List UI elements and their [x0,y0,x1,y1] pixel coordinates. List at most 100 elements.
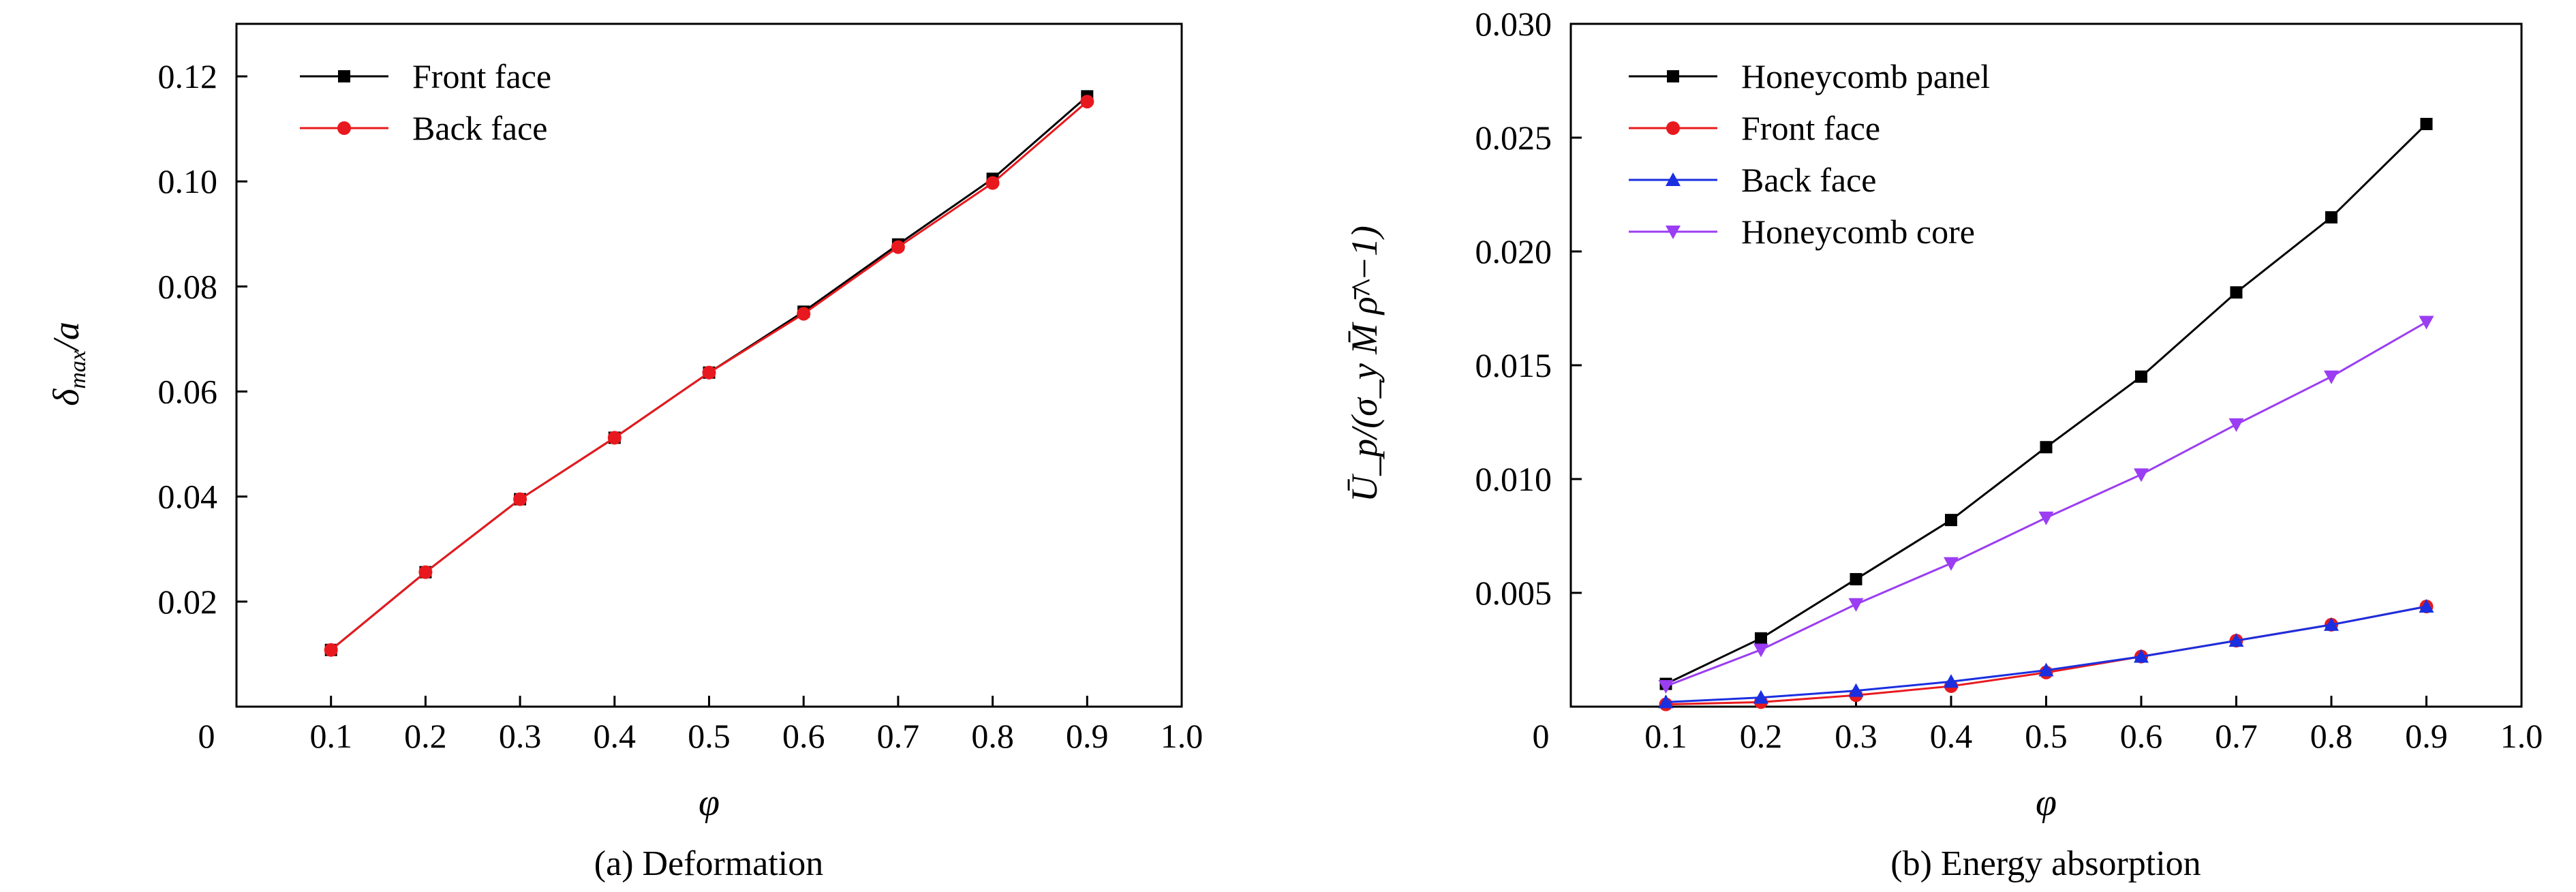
plot-frame [1569,22,2523,708]
y-tick-label: 0.12 [158,57,218,95]
data-point [2040,441,2053,454]
x-tick-label: 0.5 [2025,717,2068,755]
data-point [2135,370,2147,383]
data-point [2038,511,2054,525]
legend-item: Back face [300,109,547,147]
x-tick-label: 0.9 [1066,717,1109,755]
series-honeycomb-core [1658,316,2434,694]
series-front-face [1659,600,2434,711]
x-tick-label: 0.4 [594,717,637,755]
data-point [1848,598,1864,612]
x-tick-label: 1.0 [1161,717,1203,755]
data-point [1658,679,1674,694]
legend-label: Honeycomb core [1741,213,1975,251]
x-tick-label: 0.3 [1835,717,1877,755]
legend-label: Back face [1741,161,1876,199]
y-tick-label: 0.025 [1475,119,1552,157]
legend-item: Front face [300,57,551,95]
legend-marker [1667,70,1679,82]
legend-marker [338,70,350,82]
y-axis-label-rest: /a [46,322,87,352]
x-tick-label: 0.7 [877,717,920,755]
data-point [702,365,716,380]
y-axis-label: Ū_p/(σ_y M̄ ρ̄^−1) [1344,226,1385,502]
data-point [2134,468,2149,482]
x-tick-label: 0.9 [2405,717,2448,755]
data-point [797,307,811,321]
series-layer [1658,117,2434,711]
data-point [2324,370,2339,384]
series-back-face [1658,599,2434,709]
legend-item: Front face [1629,109,1880,147]
data-point [2419,599,2434,613]
y-axis-label-main: δ [46,388,87,406]
y-tick-label: 0.005 [1475,574,1552,612]
series-line [1665,321,2427,688]
data-point [513,492,527,506]
y-tick-label: 0.08 [158,267,218,305]
x-tick-label: 0.6 [782,717,825,755]
legend-item: Honeycomb core [1629,213,1975,251]
legend-marker [337,121,351,135]
data-point [2134,649,2149,663]
data-point [985,176,1000,190]
x-tick-label: 0.1 [309,717,352,755]
axes-frame [1569,22,2523,708]
legend: Front face Back face [300,57,551,147]
legend-label: Honeycomb panel [1741,57,1990,95]
data-point [2228,418,2244,432]
data-point [1753,690,1768,704]
x-tick-label: 0.2 [404,717,447,755]
x-tick-label: 0.1 [1644,717,1687,755]
data-point [2324,617,2339,631]
series-line [1665,123,2427,685]
y-axis-label: δmax/a [46,322,91,406]
x-tick-label: 1.0 [2500,717,2543,755]
data-point [1658,694,1674,709]
data-point [1850,572,1862,585]
x-tick-label: 0.5 [688,717,731,755]
data-point [418,565,433,579]
data-point [1944,557,1959,571]
series-back-face [324,95,1094,657]
x-tick-label: 0.3 [499,717,542,755]
data-point [324,643,338,657]
data-point [1944,674,1959,688]
data-point [2419,316,2434,330]
x-tick-labels: 0.1 0.2 0.3 0.4 0.5 0.6 0.7 0.8 0.9 1.0 [1644,717,2543,755]
legend-item: Honeycomb panel [1629,57,1990,95]
tick-marks [236,75,1183,707]
data-point [1945,514,1957,527]
y-tick-labels: 0.005 0.010 0.015 0.020 0.025 0.030 [1475,5,1552,612]
data-point [2325,211,2337,224]
x-axis-label: φ [699,782,720,824]
y-axis-label-sub: max [65,350,91,389]
data-point [1755,632,1767,645]
data-point [1848,683,1864,697]
y-tick-label: 0.020 [1475,232,1552,271]
caption-deformation: (a) Deformation [594,844,823,883]
x-tick-label: 0.6 [2120,717,2163,755]
y-tick-label: 0.010 [1475,460,1552,498]
y-tick-label: 0.030 [1475,5,1552,43]
data-point [2420,117,2433,130]
y-tick-label: 0.10 [158,162,218,200]
x-tick-label: 0.2 [1740,717,1783,755]
chart-energy-absorption: 0.1 0.2 0.3 0.4 0.5 0.6 0.7 0.8 0.9 1.0 0.005 0.01… [1344,5,2543,883]
legend-label: Front face [412,57,551,95]
series-honeycomb-panel [1659,117,2433,690]
x-tick-labels: 0.1 0.2 0.3 0.4 0.5 0.6 0.7 0.8 0.9 1.0 [309,717,1203,755]
x-axis-label: φ [2036,782,2057,824]
caption-energy-absorption: (b) Energy absorption [1890,844,2201,883]
series-line [1666,605,2427,703]
legend-item: Back face [1629,161,1876,199]
origin-label: 0 [1533,717,1550,755]
origin-label: 0 [198,717,215,755]
plot-frame [235,22,1183,708]
y-tick-label: 0.06 [158,373,218,411]
legend-label: Back face [412,109,547,147]
data-point [2228,633,2244,647]
legend-label: Front face [1741,109,1880,147]
series-layer [324,90,1094,657]
